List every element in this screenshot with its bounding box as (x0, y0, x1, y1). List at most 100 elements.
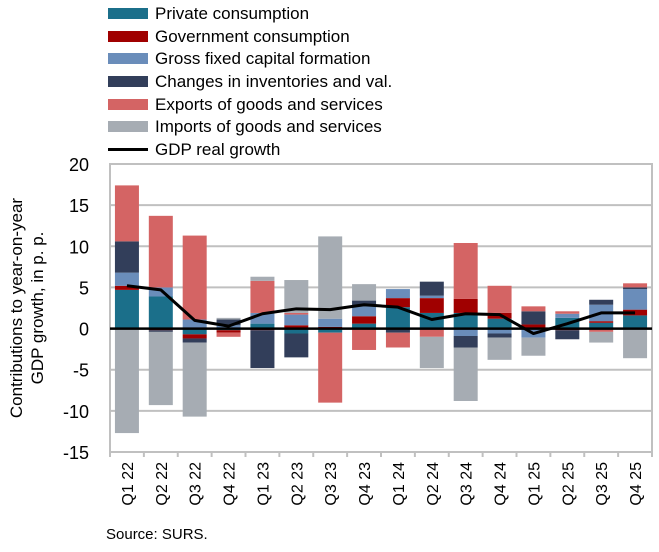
bar-imports-of-goods-and-services (589, 331, 614, 343)
bar-government-consumption (385, 298, 410, 308)
bar-imports-of-goods-and-services (216, 317, 241, 320)
bar-exports-of-goods-and-services (419, 328, 444, 337)
y-tick-label: -10 (63, 402, 89, 422)
bar-changes-in-inventories-and-val (385, 328, 410, 333)
bar-changes-in-inventories-and-val (148, 330, 173, 332)
bar-imports-of-goods-and-services (182, 342, 207, 417)
x-tick-label: Q2 23 (289, 462, 306, 506)
bar-government-consumption (352, 316, 377, 324)
bar-government-consumption (453, 298, 478, 313)
bar-exports-of-goods-and-services (250, 280, 275, 313)
x-tick-label: Q2 25 (560, 462, 577, 506)
x-tick-label: Q4 22 (222, 462, 239, 506)
bar-exports-of-goods-and-services (114, 185, 139, 242)
bar-private-consumption (487, 318, 512, 329)
bar-changes-in-inventories-and-val (419, 281, 444, 296)
legend-line (108, 147, 148, 151)
bar-private-consumption (250, 323, 275, 329)
bar-exports-of-goods-and-services (284, 312, 309, 315)
bar-imports-of-goods-and-services (521, 337, 546, 356)
bar-gross-fixed-capital-formation (555, 313, 580, 318)
bar-gross-fixed-capital-formation (148, 287, 173, 297)
bar-gross-fixed-capital-formation (250, 312, 275, 324)
y-tick-label: 10 (69, 237, 89, 257)
bar-exports-of-goods-and-services (589, 328, 614, 332)
x-tick-label: Q3 24 (459, 462, 476, 506)
legend-item-gdp-real-growth: GDP real growth (108, 138, 392, 161)
legend-label: Government consumption (155, 26, 350, 46)
bar-private-consumption (453, 312, 478, 329)
legend-label: Private consumption (155, 3, 310, 23)
bar-gross-fixed-capital-formation (352, 306, 377, 317)
legend-label: Imports of goods and services (155, 117, 382, 137)
bar-private-consumption (114, 289, 139, 329)
bar-gross-fixed-capital-formation (419, 295, 444, 299)
bar-exports-of-goods-and-services (623, 283, 648, 288)
legend-swatch (108, 7, 148, 19)
legend: Private consumption Government consumpti… (108, 2, 392, 161)
bar-imports-of-goods-and-services (318, 236, 343, 319)
legend-swatch (108, 121, 148, 133)
bar-private-consumption (318, 328, 343, 333)
bar-government-consumption (521, 324, 546, 328)
bar-private-consumption (182, 328, 207, 335)
bar-private-consumption (148, 296, 173, 329)
bar-government-consumption (589, 321, 614, 323)
bar-gross-fixed-capital-formation (487, 328, 512, 334)
bar-gross-fixed-capital-formation (114, 272, 139, 286)
legend-item-government-consumption: Government consumption (108, 25, 392, 48)
bar-imports-of-goods-and-services (453, 347, 478, 401)
x-tick-label: Q3 25 (594, 462, 611, 506)
y-axis-label-line-2: GDP growth, in p. p. (28, 231, 47, 385)
bar-gross-fixed-capital-formation (453, 328, 478, 336)
bar-exports-of-goods-and-services (148, 215, 173, 288)
x-tick-label: Q2 22 (154, 462, 171, 506)
y-tick-label: 5 (79, 278, 89, 298)
bar-changes-in-inventories-and-val (521, 311, 546, 325)
bar-exports-of-goods-and-services (521, 306, 546, 312)
x-tick-label: Q1 25 (526, 462, 543, 506)
bar-changes-in-inventories-and-val (114, 241, 139, 273)
bar-government-consumption (216, 330, 241, 333)
legend-swatch (108, 98, 148, 110)
source-note: Source: SURS. (106, 526, 208, 543)
legend-item-gross-fixed-capital-formation: Gross fixed capital formation (108, 47, 392, 70)
bar-imports-of-goods-and-services (250, 276, 275, 281)
legend-item-changes-in-inventories: Changes in inventories and val. (108, 70, 392, 93)
bar-private-consumption (589, 322, 614, 329)
legend-item-private-consumption: Private consumption (108, 2, 392, 25)
y-tick-label: 0 (79, 320, 89, 340)
legend-swatch (108, 53, 148, 65)
bar-changes-in-inventories-and-val (453, 335, 478, 348)
legend-label: GDP real growth (155, 139, 281, 159)
x-tick-label: Q1 22 (120, 462, 137, 506)
bar-private-consumption (623, 315, 648, 329)
bar-changes-in-inventories-and-val (555, 330, 580, 340)
bar-exports-of-goods-and-services (352, 328, 377, 350)
bar-changes-in-inventories-and-val (216, 319, 241, 326)
bar-changes-in-inventories-and-val (250, 330, 275, 369)
gdp-growth-line (126, 284, 636, 336)
bar-government-consumption (284, 325, 309, 329)
legend-swatch (108, 30, 148, 42)
bar-exports-of-goods-and-services (487, 285, 512, 313)
bar-changes-in-inventories-and-val (623, 287, 648, 290)
legend-item-exports: Exports of goods and services (108, 93, 392, 116)
bar-changes-in-inventories-and-val (589, 299, 614, 305)
bar-exports-of-goods-and-services (216, 332, 241, 337)
bar-gross-fixed-capital-formation (623, 289, 648, 310)
bar-imports-of-goods-and-services (487, 337, 512, 360)
bar-exports-of-goods-and-services (385, 332, 410, 348)
bar-changes-in-inventories-and-val (182, 338, 207, 343)
bar-imports-of-goods-and-services (352, 284, 377, 301)
x-tick-label: Q3 22 (188, 462, 205, 506)
x-tick-label: Q1 23 (255, 462, 272, 506)
legend-label: Exports of goods and services (155, 94, 383, 114)
y-tick-label: -5 (73, 361, 89, 381)
bar-gross-fixed-capital-formation (385, 289, 410, 299)
bar-gross-fixed-capital-formation (284, 314, 309, 326)
bar-private-consumption (352, 323, 377, 329)
x-tick-label: Q4 25 (628, 462, 645, 506)
bar-private-consumption (385, 307, 410, 329)
bar-private-consumption (284, 328, 309, 334)
